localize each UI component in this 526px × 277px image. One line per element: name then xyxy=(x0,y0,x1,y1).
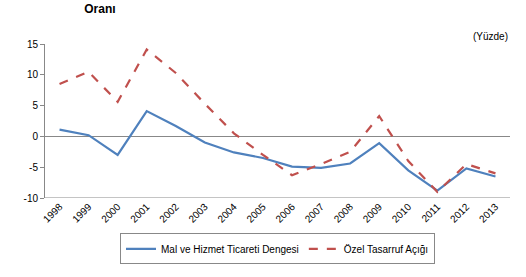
svg-text:2011: 2011 xyxy=(419,201,442,224)
svg-text:2004: 2004 xyxy=(215,201,239,225)
svg-text:-10: -10 xyxy=(24,193,39,204)
svg-text:2005: 2005 xyxy=(244,201,268,225)
svg-text:Özel Tasarruf Açığı: Özel Tasarruf Açığı xyxy=(344,244,428,255)
svg-text:Oranı: Oranı xyxy=(84,2,115,16)
svg-text:1999: 1999 xyxy=(70,201,94,225)
svg-text:5: 5 xyxy=(32,100,38,111)
svg-text:-5: -5 xyxy=(29,162,38,173)
svg-text:Mal ve Hizmet Ticareti Dengesi: Mal ve Hizmet Ticareti Dengesi xyxy=(161,244,299,255)
svg-text:1998: 1998 xyxy=(41,201,65,225)
svg-text:2006: 2006 xyxy=(273,201,297,225)
svg-text:2010: 2010 xyxy=(390,201,414,225)
svg-text:0: 0 xyxy=(32,131,38,142)
svg-text:(Yüzde): (Yüzde) xyxy=(473,31,508,42)
svg-text:2003: 2003 xyxy=(186,201,210,225)
svg-text:2001: 2001 xyxy=(128,201,152,225)
svg-text:15: 15 xyxy=(27,39,39,50)
svg-text:2002: 2002 xyxy=(157,201,181,225)
svg-text:2008: 2008 xyxy=(332,201,356,225)
svg-text:2000: 2000 xyxy=(99,201,123,225)
svg-text:2009: 2009 xyxy=(361,201,385,225)
svg-text:2013: 2013 xyxy=(477,201,501,225)
svg-text:2012: 2012 xyxy=(448,201,472,225)
svg-text:2007: 2007 xyxy=(303,201,327,225)
svg-text:10: 10 xyxy=(27,69,39,80)
